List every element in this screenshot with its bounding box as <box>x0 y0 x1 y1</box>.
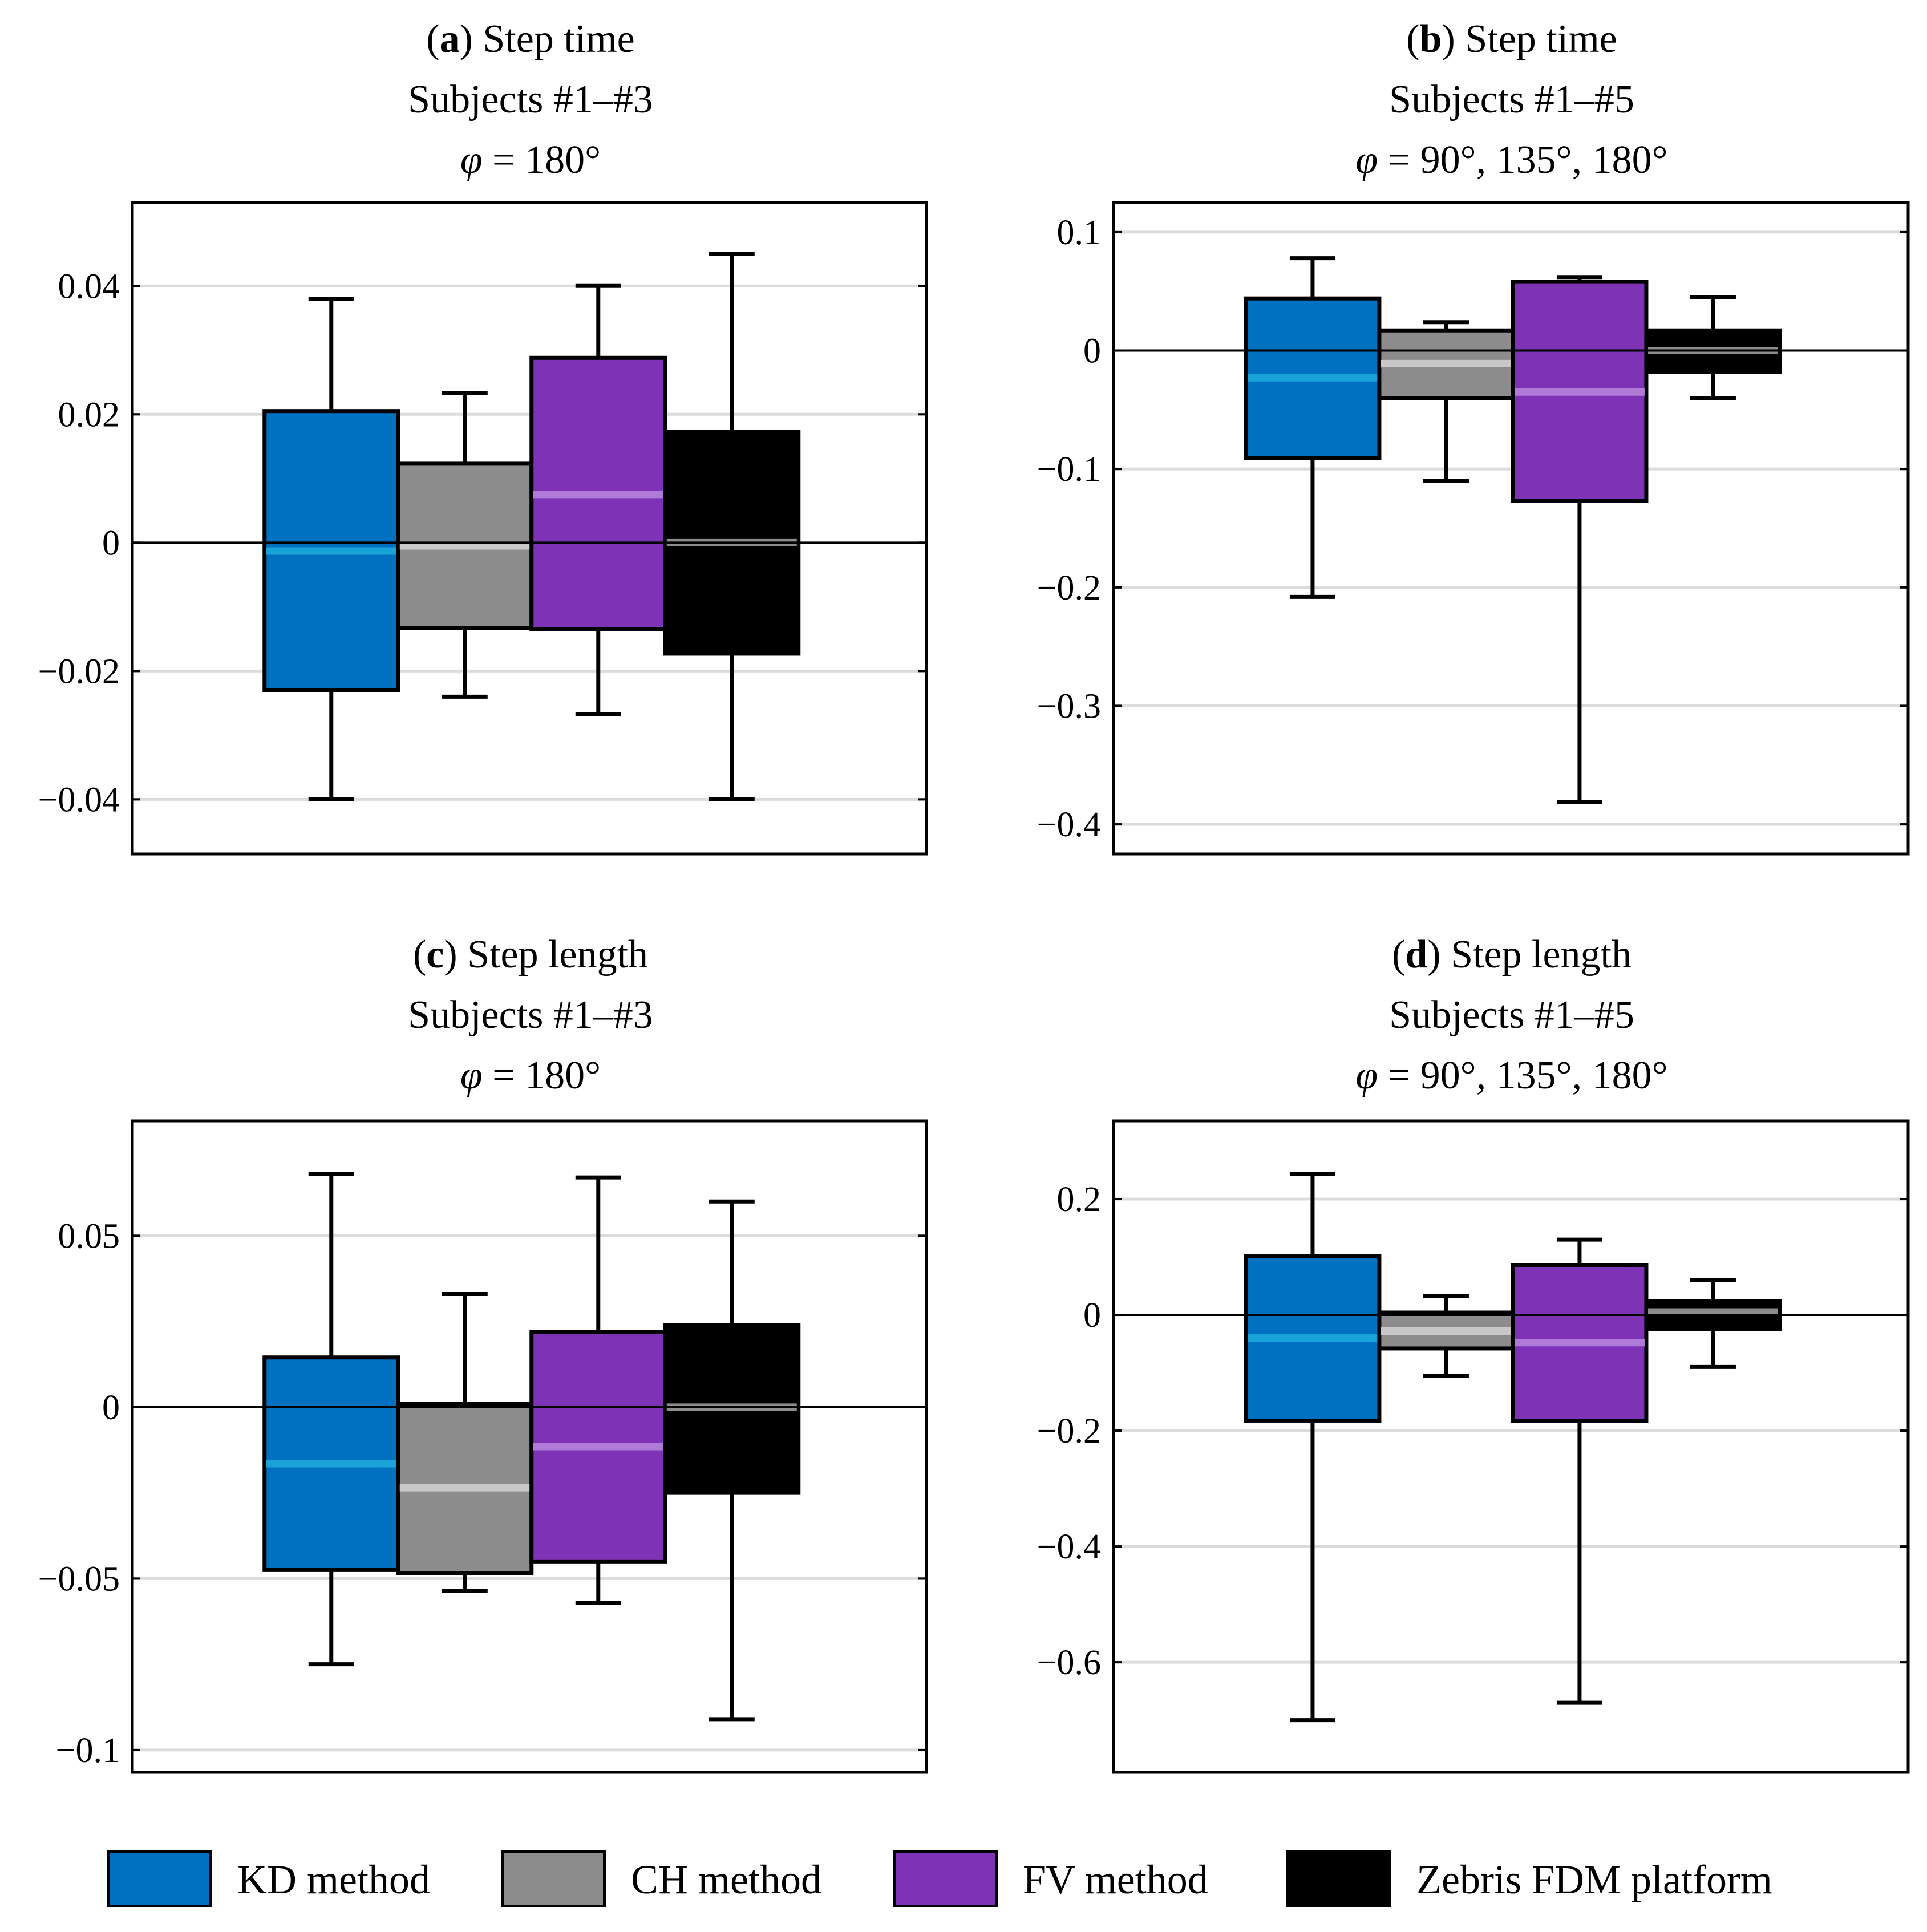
panel-c-subjects: Subjects #1–#3 <box>408 993 653 1037</box>
panel-c-phi: φ <box>460 1054 483 1097</box>
panel-a-phi: φ <box>460 138 483 182</box>
panel-d-letter: d <box>1405 933 1428 977</box>
chart-a-ytick-label: −0.02 <box>38 652 120 691</box>
panel-b-angle: φ = 90°, 135°, 180° <box>1226 130 1797 191</box>
panel-b-title: (b) Step time Subjects #1–#5 φ = 90°, 13… <box>1226 9 1797 191</box>
chart-d-ytick-label: 0 <box>1083 1296 1101 1335</box>
panel-a-subjects: Subjects #1–#3 <box>408 78 653 121</box>
panel-b-phi: φ <box>1355 138 1378 182</box>
panel-a-metric: Step time <box>483 17 635 61</box>
panel-c-phi-value: = 180° <box>482 1054 601 1097</box>
legend-swatch-fv <box>893 1850 998 1907</box>
chart-d-ytick-label: −0.6 <box>1037 1643 1101 1682</box>
legend-label-zebris: Zebris FDM platform <box>1416 1857 1772 1902</box>
chart-a-ytick-label: 0 <box>102 524 120 562</box>
legend-swatch-kd <box>107 1850 212 1907</box>
chart-d-ytick-label: 0.2 <box>1057 1180 1102 1219</box>
panel-a-letter: a <box>439 17 460 61</box>
chart-c-ytick-label: 0 <box>102 1388 120 1427</box>
panel-a-title-line1: (a) Step time <box>426 17 635 61</box>
chart-b-frame <box>1112 201 1910 856</box>
panel-d-title-line1: (d) Step length <box>1392 933 1632 977</box>
chart-b-ytick-label: −0.1 <box>1037 450 1101 489</box>
panel-d-subjects: Subjects #1–#5 <box>1389 993 1634 1037</box>
chart-c-plot: 0.05 0 −0.05 −0.1 <box>38 1119 928 1774</box>
chart-d-ytick-label: −0.2 <box>1037 1412 1101 1451</box>
chart-d-ytick-label: −0.4 <box>1037 1528 1101 1566</box>
chart-a-ytick-label: 0.04 <box>58 267 120 306</box>
chart-b-ytick-label: 0.1 <box>1057 213 1102 252</box>
chart-b-ytick-label: −0.3 <box>1037 687 1101 726</box>
chart-a-ytick-label: 0.02 <box>58 395 120 434</box>
chart-a-plot: 0.04 0.02 0 −0.02 −0.04 <box>38 201 928 856</box>
chart-d-plot: 0.2 0 −0.2 −0.4 −0.6 <box>1037 1119 1910 1774</box>
panel-d-phi: φ <box>1355 1054 1378 1097</box>
chart-a-ytick-label: −0.04 <box>38 780 120 819</box>
legend-swatch-zebris <box>1286 1850 1391 1907</box>
chart-a-frame <box>131 201 928 856</box>
chart-c-ytick-label: −0.1 <box>56 1731 120 1770</box>
panel-a-phi-value: = 180° <box>482 138 601 182</box>
chart-b-plot: 0.1 0 −0.1 −0.2 −0.3 −0.4 <box>1037 201 1910 856</box>
panel-c-title-line1: (c) Step length <box>412 933 649 977</box>
panel-b-phi-value: = 90°, 135°, 180° <box>1378 138 1668 182</box>
legend-label-fv: FV method <box>1023 1857 1208 1902</box>
chart-c-frame <box>131 1119 928 1774</box>
chart-b-ytick-label: 0 <box>1083 332 1101 371</box>
panel-d-title: (d) Step length Subjects #1–#5 φ = 90°, … <box>1226 925 1797 1106</box>
panel-a-title: (a) Step time Subjects #1–#3 φ = 180° <box>245 9 816 191</box>
legend-label-ch: CH method <box>631 1857 821 1902</box>
panel-b-metric: Step time <box>1465 17 1617 61</box>
panel-a-angle: φ = 180° <box>245 130 816 191</box>
panel-b-title-line1: (b) Step time <box>1406 17 1617 61</box>
panel-c-letter: c <box>426 933 444 977</box>
panel-d-metric: Step length <box>1451 933 1632 977</box>
chart-d-frame <box>1112 1119 1910 1774</box>
chart-c-ytick-label: 0.05 <box>58 1217 120 1255</box>
chart-b-ytick-label: −0.2 <box>1037 569 1101 607</box>
panel-c-title: (c) Step length Subjects #1–#3 φ = 180° <box>245 925 816 1106</box>
panel-d-angle: φ = 90°, 135°, 180° <box>1226 1046 1797 1106</box>
panel-d-phi-value: = 90°, 135°, 180° <box>1378 1054 1668 1097</box>
panel-b-letter: b <box>1419 17 1442 61</box>
chart-c-ytick-label: −0.05 <box>38 1560 120 1598</box>
chart-b-ytick-label: −0.4 <box>1037 805 1101 844</box>
panel-c-angle: φ = 180° <box>245 1046 816 1106</box>
legend: KD method CH method FV method Zebris FDM… <box>0 1848 1927 1911</box>
legend-swatch-ch <box>501 1850 606 1907</box>
legend-label-kd: KD method <box>237 1857 430 1902</box>
panel-b-subjects: Subjects #1–#5 <box>1389 78 1634 121</box>
panel-c-metric: Step length <box>467 933 649 977</box>
